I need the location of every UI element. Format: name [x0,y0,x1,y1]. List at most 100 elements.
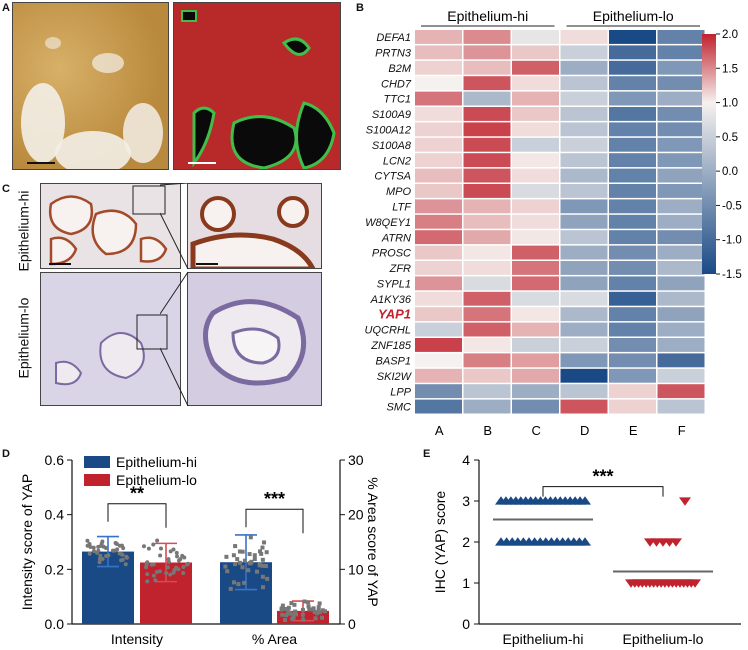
data-point [679,497,691,506]
data-point [153,578,158,583]
data-point [166,559,171,564]
heatmap-row-label: YAP1 [378,306,411,321]
heatmap-cell [463,30,511,44]
heatmap-cell [512,322,559,337]
data-point [145,579,150,584]
heatmap-cell [463,353,511,368]
heatmap-cell [463,276,511,291]
data-point [285,607,290,612]
heatmap-row-label: S100A8 [372,140,412,152]
heatmap-cell [463,76,511,91]
zoom-connector-lines [160,183,189,407]
data-point [263,563,268,568]
heatmap-column-label: B [483,423,492,438]
heatmap-cell [512,153,559,168]
data-point [689,579,701,588]
y-tick-label: 3 [462,493,470,509]
data-point [168,572,173,577]
y-tick-label: 1 [462,575,470,591]
data-point [247,552,252,557]
heatmap-cell [609,399,656,414]
data-point [320,615,325,620]
data-point [292,602,297,607]
data-point [670,538,682,547]
data-point [145,572,150,577]
heatmap-cell [609,199,656,214]
data-point [175,554,180,559]
data-point [313,616,318,621]
bar-chart-d: 0.0 0.2 0.4 0.6 0 10 20 30 Intensity score of Y… [19,452,381,647]
data-point [85,538,90,543]
data-point [259,551,264,556]
heatmap-row-label: UQCRHL [365,325,411,337]
heatmap-cell [560,384,608,399]
heatmap-cell [657,261,705,275]
colorbar-tick-label: 0.0 [722,166,738,178]
data-point [579,537,591,546]
heatmap-cell [560,122,608,137]
data-point [262,540,267,545]
heatmap-cell [657,399,705,414]
data-point [252,557,257,562]
heatmap-cell [512,184,559,198]
y2-axis-label: % Area score of YAP [365,477,381,606]
heatmap-cell [560,230,608,245]
heatmap-row-label: PRTN3 [375,47,412,59]
heatmap-row-label: SKI2W [377,371,413,383]
heatmap-cell [512,245,559,260]
heatmap-cell [560,168,608,183]
data-point [257,562,262,567]
heatmap-cell [463,384,511,399]
heatmap-cell [463,291,511,306]
heatmap-row-label: SYPL1 [377,278,411,290]
heatmap-cell [463,261,511,275]
heatmap-cell [609,153,656,168]
heatmap-cell [512,91,559,106]
significance-marker: *** [592,467,613,487]
heatmap-row-label: BASP1 [376,355,411,367]
heatmap-row-label: ATRN [381,232,411,244]
heatmap-cell [560,338,608,352]
data-point [144,565,149,570]
data-point [91,549,96,554]
heatmap-cell [512,291,559,306]
heatmap-cell [609,368,656,383]
heatmap-cell [512,199,559,214]
micrograph-hi-overview [40,183,181,269]
y-tick-label: 0.4 [45,507,65,523]
data-point [300,612,305,617]
data-point [236,582,241,587]
data-point [300,607,305,612]
colorbar-tick-label: 0.5 [722,132,738,144]
data-point [289,601,294,606]
heatmap-row-label: CHD7 [381,78,412,90]
colorbar-tick-label: -1.5 [722,269,742,281]
data-point [260,585,265,590]
heatmap-cell [609,60,656,75]
data-point [237,560,242,565]
heatmap-cell [609,45,656,60]
heatmap-cell [560,137,608,152]
micrograph-mask-image [173,2,341,170]
heatmap-cell [560,322,608,337]
heatmap-cell [415,245,462,260]
heatmap-cell [512,368,559,383]
heatmap-cell [415,384,462,399]
heatmap-cell [415,168,462,183]
data-point [258,549,263,554]
heatmap-cell [657,60,705,75]
row-label-epithelium-lo-wrap: Epithelium-lo [8,270,38,405]
panel-label-b: B [356,2,364,14]
heatmap-cell [512,230,559,245]
heatmap-cell [609,30,656,44]
heatmap-cell [560,76,608,91]
data-point [233,562,238,567]
heatmap-column-label: F [678,423,686,438]
heatmap-cell [512,399,559,414]
panel-label-a: A [2,2,10,14]
data-point [164,570,169,575]
heatmap-cell [609,245,656,260]
data-point [260,545,265,550]
data-point [87,541,92,546]
heatmap-cell [415,30,462,44]
